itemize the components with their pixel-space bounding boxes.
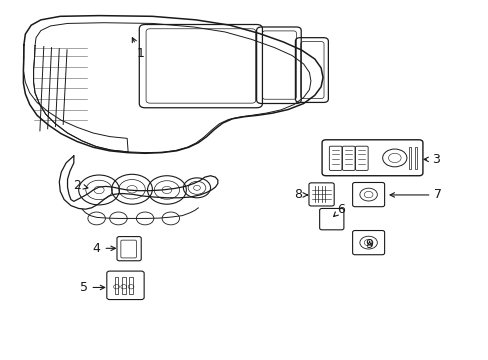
Text: 4: 4 [93, 242, 115, 255]
Text: 3: 3 [423, 153, 439, 166]
Bar [414, 147, 416, 168]
Text: 6: 6 [333, 203, 345, 216]
Text: 2: 2 [73, 179, 88, 192]
Bar [114, 278, 118, 294]
Text: 8: 8 [293, 188, 307, 202]
Bar [129, 278, 133, 294]
Bar [408, 147, 410, 168]
Text: 9: 9 [365, 238, 373, 251]
Bar [122, 278, 125, 294]
Text: 7: 7 [389, 188, 442, 202]
Text: 1: 1 [132, 38, 144, 60]
Text: 5: 5 [80, 281, 104, 294]
